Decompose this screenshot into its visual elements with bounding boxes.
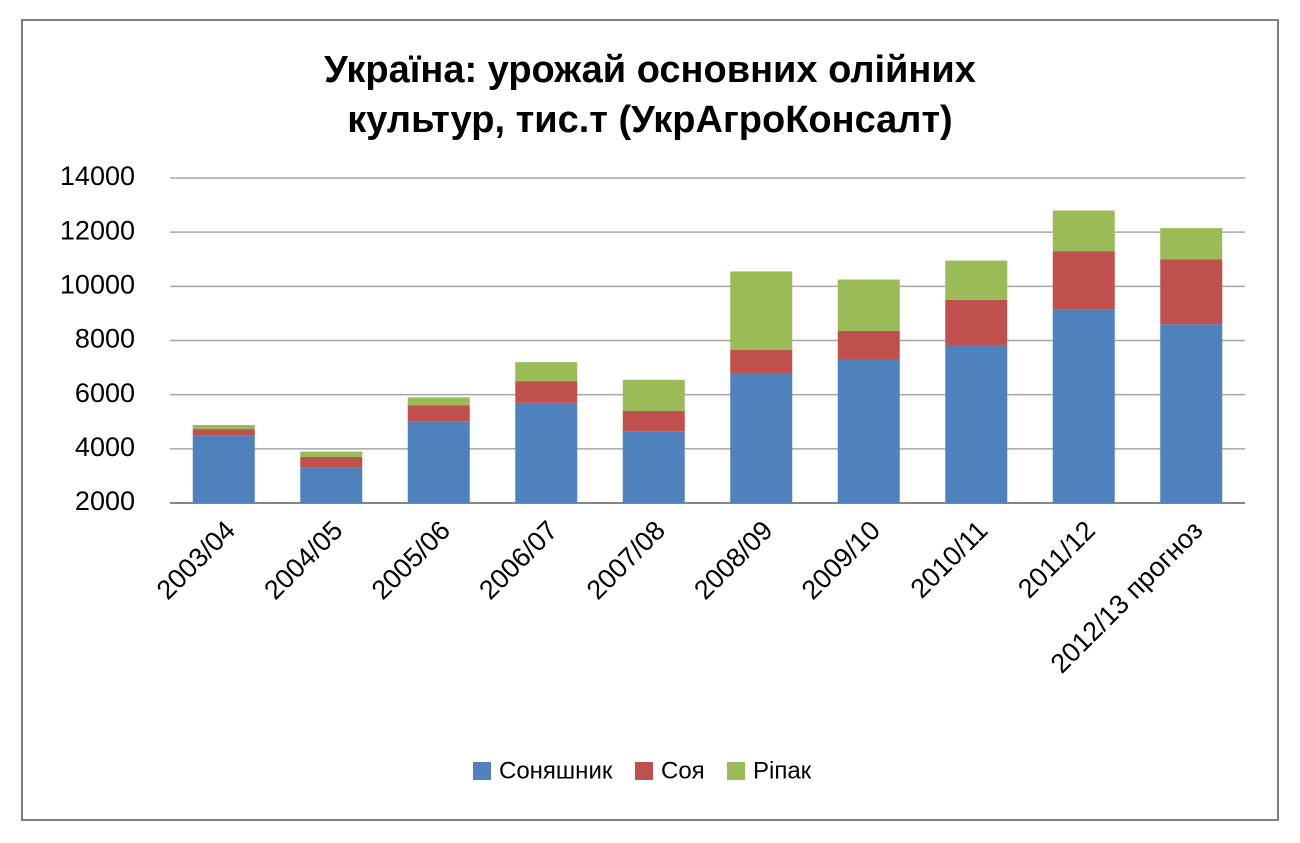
bar-segment xyxy=(300,451,363,457)
y-tick-label: 14000 xyxy=(60,161,135,191)
bar-segment xyxy=(730,349,793,373)
bar-segment xyxy=(1052,309,1115,503)
bar-segment xyxy=(1160,259,1223,325)
y-tick-label: 12000 xyxy=(60,215,135,245)
legend-swatch xyxy=(635,762,653,780)
bar-segment xyxy=(837,359,900,503)
bar-segment xyxy=(192,429,255,436)
legend-swatch xyxy=(473,762,491,780)
bar-segment xyxy=(945,299,1008,346)
bar-segment xyxy=(407,397,470,406)
legend-label: Соя xyxy=(661,757,705,784)
bar-segment xyxy=(730,373,793,503)
bar-segment xyxy=(300,467,363,503)
y-tick-label: 10000 xyxy=(60,269,135,299)
y-tick-label: 6000 xyxy=(75,378,135,408)
bar-segment xyxy=(945,345,1008,503)
bar-segment xyxy=(1160,324,1223,503)
bar-segment xyxy=(407,421,470,503)
bar-segment xyxy=(300,456,363,468)
bar-segment xyxy=(730,271,793,350)
bar-segment xyxy=(515,381,578,403)
bar-segment xyxy=(622,379,685,411)
bar-segment xyxy=(192,435,255,503)
legend-label: Ріпак xyxy=(753,757,812,784)
bar-segment xyxy=(192,425,255,430)
legend-label: Соняшник xyxy=(499,757,613,784)
y-tick-label: 8000 xyxy=(75,324,135,354)
bar-segment xyxy=(1052,210,1115,252)
bar-segment xyxy=(622,431,685,503)
bar-segment xyxy=(1052,251,1115,310)
bar-segment xyxy=(1160,228,1223,260)
chart-title: Україна: урожай основних олійних xyxy=(324,49,976,91)
chart-title: культур, тис.т (УкрАгроКонсалт) xyxy=(347,99,952,141)
bar-segment xyxy=(837,331,900,360)
y-tick-label: 2000 xyxy=(75,486,135,516)
bar-segment xyxy=(945,260,1008,300)
bar-segment xyxy=(622,410,685,432)
bar-segment xyxy=(837,279,900,332)
y-tick-label: 4000 xyxy=(75,432,135,462)
bar-segment xyxy=(407,405,470,422)
bar-segment xyxy=(515,402,578,503)
legend-swatch xyxy=(727,762,745,780)
bar-segment xyxy=(515,362,578,382)
